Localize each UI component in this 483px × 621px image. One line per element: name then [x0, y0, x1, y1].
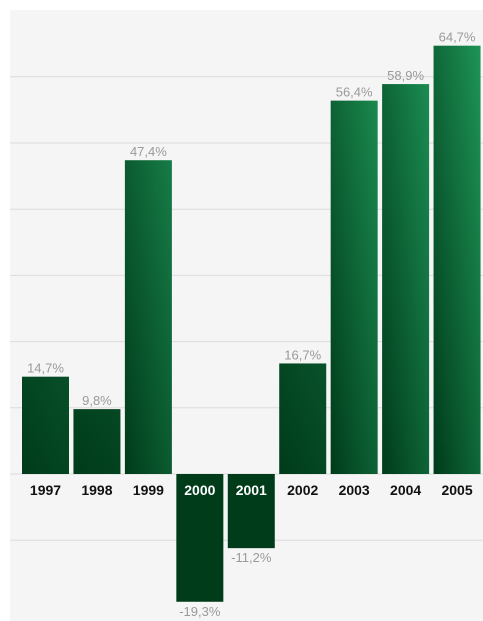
- value-label-2003: 56,4%: [336, 85, 373, 100]
- bar-chart: 14,7% 9,8% 47,4% -19,3% -11,2% 16,7% 56,4% 58,9…: [10, 30, 483, 619]
- value-label-1998: 9,8%: [82, 393, 112, 408]
- chart-area: 14,7% 9,8% 47,4% -19,3% -11,2% 16,7% 56,4% 58,9…: [10, 10, 483, 621]
- category-labels: 1997 1998 1999 2000 2001 2002 2003 2004 2005: [30, 482, 473, 498]
- bar-1999: [124, 160, 172, 474]
- category-label-1999: 1999: [133, 482, 164, 498]
- category-label-2004: 2004: [390, 482, 421, 498]
- category-label-2000: 2000: [184, 482, 215, 498]
- category-label-1997: 1997: [30, 482, 61, 498]
- value-label-1999: 47,4%: [130, 144, 167, 159]
- bar-2000: [176, 474, 224, 602]
- value-label-2001: -11,2%: [231, 550, 272, 565]
- value-label-2005: 64,7%: [439, 30, 476, 45]
- category-label-2005: 2005: [441, 482, 472, 498]
- bar-2004: [382, 84, 430, 474]
- value-label-2000: -19,3%: [179, 604, 221, 619]
- bar-1998: [73, 409, 121, 474]
- category-label-1998: 1998: [81, 482, 112, 498]
- value-labels: 14,7% 9,8% 47,4% -19,3% -11,2% 16,7% 56,4% 58,9…: [27, 30, 476, 619]
- bars: [22, 45, 481, 602]
- bar-2001: [227, 474, 275, 549]
- value-label-1997: 14,7%: [27, 361, 64, 376]
- bar-2003: [330, 100, 378, 474]
- value-label-2002: 16,7%: [284, 347, 321, 362]
- bar-2005: [433, 45, 481, 474]
- category-label-2002: 2002: [287, 482, 318, 498]
- bar-1997: [22, 376, 69, 474]
- category-label-2001: 2001: [236, 482, 267, 498]
- category-label-2003: 2003: [339, 482, 370, 498]
- value-label-2004: 58,9%: [387, 68, 424, 83]
- bar-2002: [279, 363, 327, 474]
